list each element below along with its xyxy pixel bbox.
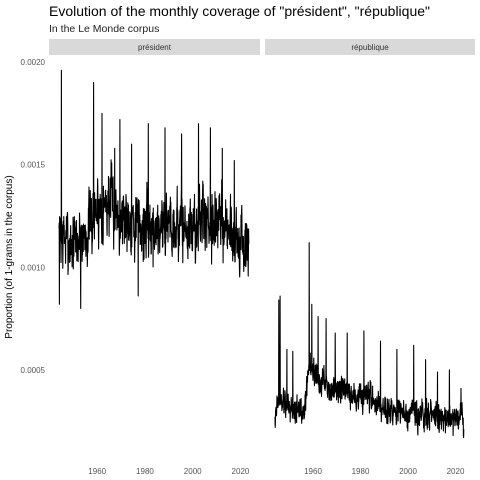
facet-strip-republique: [265, 39, 475, 55]
series-line-0: [58, 69, 250, 309]
x-tick-label: 1980: [352, 467, 370, 476]
facet-president: président 1960 1980 2000 2020: [49, 39, 260, 476]
panel-republique: 1960 1980 2000 2020: [274, 242, 465, 476]
chart-subtitle: In the Le Monde corpus: [49, 23, 159, 35]
facet-strip-label-president: président: [138, 43, 172, 52]
facet-republique: république 1960 1980 2000 2020: [265, 39, 475, 476]
y-axis-title: Proportion (of 1-grams in the corpus): [4, 175, 15, 338]
x-tick-label: 1960: [88, 467, 106, 476]
y-tick-label: 0.0020: [21, 58, 46, 67]
x-tick-label: 2020: [232, 467, 250, 476]
x-tick-label: 2000: [184, 467, 202, 476]
panel-president: 1960 1980 2000 2020: [58, 69, 250, 476]
x-tick-label: 1980: [136, 467, 154, 476]
y-axis: 0.0005 0.0010 0.0015 0.0020: [21, 58, 46, 375]
chart-title: Evolution of the monthly coverage of "pr…: [49, 3, 430, 19]
y-tick-label: 0.0005: [21, 366, 46, 375]
series-line-1: [274, 242, 465, 439]
x-tick-label: 2020: [447, 467, 465, 476]
facet-strip-president: [49, 39, 260, 55]
x-tick-label: 1960: [304, 467, 322, 476]
y-tick-label: 0.0015: [21, 161, 46, 170]
x-tick-label: 2000: [399, 467, 417, 476]
y-tick-label: 0.0010: [21, 263, 46, 272]
facet-strip-label-republique: république: [351, 43, 389, 52]
